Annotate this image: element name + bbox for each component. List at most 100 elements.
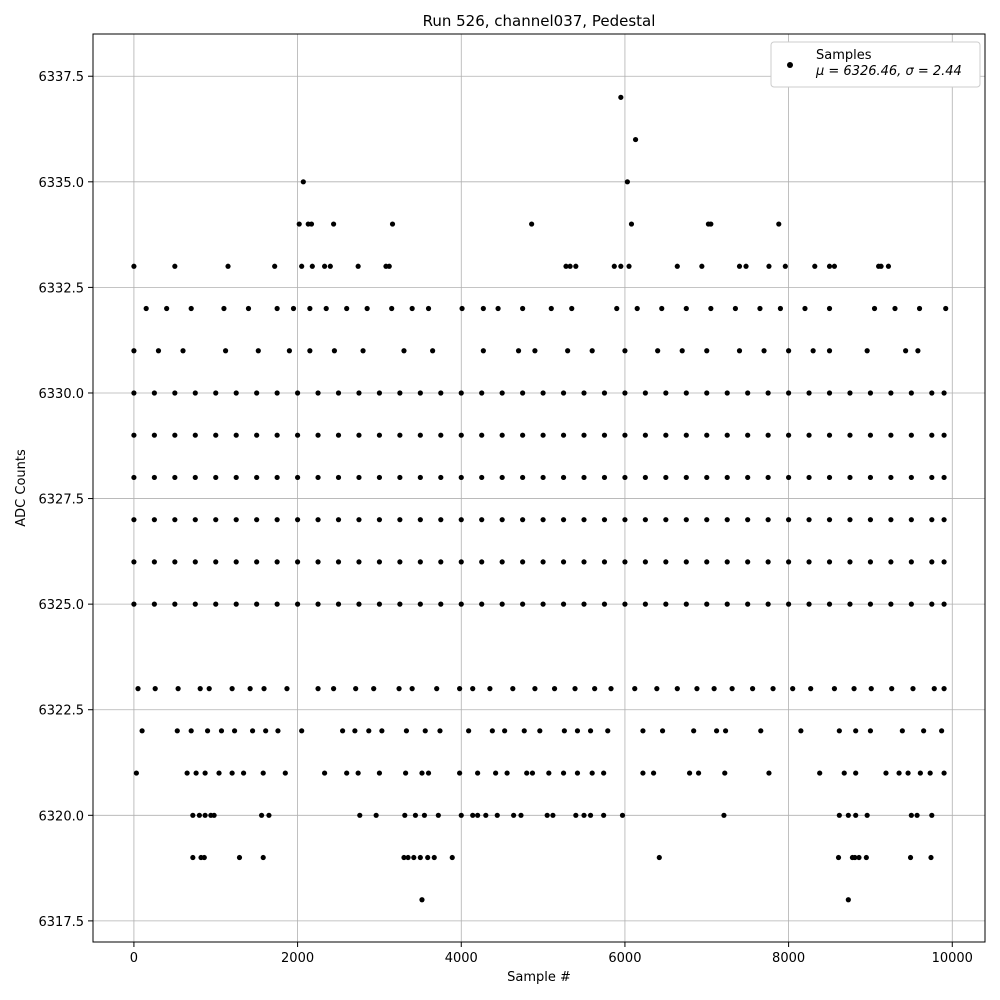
data-point xyxy=(493,770,499,776)
data-point xyxy=(560,432,567,438)
data-point xyxy=(548,305,554,312)
data-point xyxy=(229,770,235,776)
data-point xyxy=(770,686,776,692)
data-point xyxy=(863,854,869,861)
data-point xyxy=(403,728,410,734)
data-point xyxy=(845,897,851,903)
y-tick-label: 6327.5 xyxy=(39,493,85,508)
legend-box xyxy=(770,41,981,88)
data-point xyxy=(663,390,669,396)
data-point xyxy=(315,559,321,565)
data-point xyxy=(765,390,771,396)
data-point xyxy=(618,94,624,100)
data-point xyxy=(853,770,859,776)
data-point xyxy=(308,221,315,227)
data-point xyxy=(618,263,624,269)
data-point xyxy=(540,432,546,438)
data-point xyxy=(344,305,350,312)
data-point xyxy=(929,474,935,481)
data-point xyxy=(458,517,464,523)
data-point xyxy=(494,812,500,818)
data-point xyxy=(878,263,884,269)
y-axis-label: ADC Counts xyxy=(14,449,29,527)
data-point xyxy=(131,348,137,354)
data-point xyxy=(155,348,162,354)
data-point xyxy=(254,559,260,565)
data-point xyxy=(806,432,812,438)
data-point xyxy=(518,812,524,818)
data-point xyxy=(470,686,476,692)
data-point xyxy=(353,686,359,692)
data-point xyxy=(211,812,217,818)
data-point xyxy=(261,686,267,692)
data-point xyxy=(502,728,508,734)
data-point xyxy=(867,517,874,523)
data-point xyxy=(691,728,697,734)
data-point xyxy=(601,517,608,523)
data-point xyxy=(315,517,321,523)
data-point xyxy=(371,686,377,692)
data-point xyxy=(190,854,196,861)
data-point xyxy=(867,559,874,565)
data-point xyxy=(826,601,833,607)
data-point xyxy=(479,559,485,565)
data-point xyxy=(908,601,914,607)
data-point xyxy=(640,770,646,776)
data-point xyxy=(540,474,546,481)
data-point xyxy=(532,686,538,692)
data-point xyxy=(330,221,337,227)
data-point xyxy=(551,686,558,692)
x-tick-label: 6000 xyxy=(608,951,641,966)
data-point xyxy=(826,559,833,565)
data-point xyxy=(499,474,505,481)
data-point xyxy=(908,517,914,523)
data-point xyxy=(529,770,536,776)
data-point xyxy=(853,728,859,734)
data-point xyxy=(642,390,648,396)
data-point xyxy=(888,432,894,438)
data-point xyxy=(611,263,617,269)
data-point xyxy=(192,390,198,396)
data-point xyxy=(315,390,321,396)
data-point xyxy=(929,812,935,818)
data-point xyxy=(650,770,657,776)
data-point xyxy=(899,728,905,734)
data-point xyxy=(307,305,313,312)
data-point xyxy=(601,390,608,396)
data-point xyxy=(704,390,710,396)
data-point xyxy=(386,263,392,269)
data-point xyxy=(622,474,628,481)
data-point xyxy=(434,686,440,692)
data-point xyxy=(826,348,833,354)
data-point xyxy=(335,432,342,438)
legend: Samples μ = 6326.46, σ = 2.44 xyxy=(770,41,981,88)
data-point xyxy=(401,348,407,354)
data-point xyxy=(458,812,464,818)
data-point xyxy=(131,390,137,396)
data-point xyxy=(851,686,857,692)
data-point xyxy=(785,517,792,523)
data-point xyxy=(745,474,751,481)
data-point xyxy=(520,517,526,523)
data-point xyxy=(131,517,137,523)
data-point xyxy=(321,770,328,776)
data-point xyxy=(213,390,219,396)
data-point xyxy=(499,559,505,565)
data-point xyxy=(376,601,383,607)
data-point xyxy=(360,348,366,354)
data-point xyxy=(614,305,620,312)
data-point xyxy=(335,601,342,607)
data-point xyxy=(487,686,493,692)
data-point xyxy=(284,686,290,692)
data-point xyxy=(654,686,660,692)
data-point xyxy=(172,263,178,269)
data-point xyxy=(632,136,639,143)
data-point xyxy=(663,517,669,523)
data-point xyxy=(683,305,689,312)
data-point xyxy=(817,770,823,776)
data-point xyxy=(435,812,441,818)
data-point xyxy=(260,854,266,861)
x-tick-label: 8000 xyxy=(772,951,805,966)
data-point xyxy=(640,728,646,734)
data-point xyxy=(272,263,278,269)
